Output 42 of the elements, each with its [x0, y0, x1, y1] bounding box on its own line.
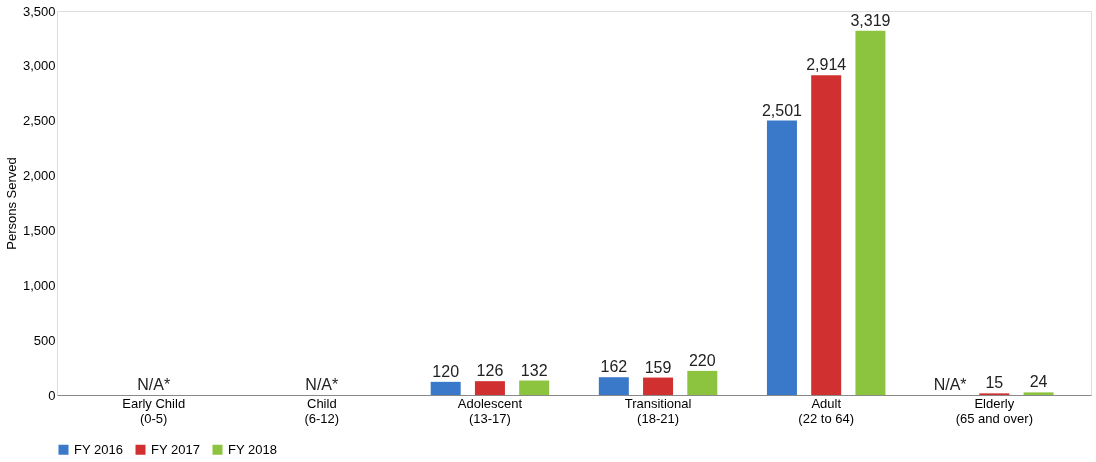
bar: [643, 377, 674, 395]
bar: [519, 380, 550, 395]
bar: [766, 120, 797, 395]
y-tick-label: 500: [33, 332, 56, 348]
y-tick-label: 2,000: [22, 168, 56, 184]
text: N/A*: [933, 376, 967, 393]
data-label: 24: [1029, 373, 1048, 391]
x-tick-label: Adolescent (13-17): [457, 395, 523, 426]
data-label: 132: [520, 361, 548, 379]
text: N/A*: [305, 376, 339, 393]
bar: [474, 381, 505, 395]
x-tick-label: Child (6-12): [304, 395, 340, 426]
data-label: 159: [644, 358, 672, 376]
bar: [855, 30, 886, 395]
bar: [687, 370, 718, 395]
legend-label: FY 2016: [74, 441, 123, 457]
y-tick-label: 3,000: [22, 58, 56, 74]
text: N/A*: [137, 376, 171, 393]
data-label: 126: [476, 362, 504, 380]
legend-label: FY 2017: [151, 441, 200, 457]
bar: [811, 75, 842, 395]
data-label: 220: [688, 351, 716, 369]
y-tick-label: 0: [48, 387, 56, 403]
bar: [598, 377, 629, 395]
data-label: 15: [985, 374, 1004, 392]
x-tick-label: Elderly (65 and over): [955, 395, 1033, 426]
y-tick-label: 1,500: [22, 222, 56, 238]
data-label: 2,914: [806, 56, 847, 74]
data-label: 2,501: [761, 101, 803, 119]
x-tick-label: Adult (22 to 64): [798, 395, 855, 426]
x-tick-label: Early Child (0-5): [122, 395, 186, 426]
y-axis-title: Persons Served: [3, 157, 19, 250]
data-label: 162: [600, 358, 628, 376]
legend-label: FY 2018: [228, 441, 277, 457]
y-tick-label: 1,000: [22, 277, 56, 293]
y-tick-label: 3,500: [22, 3, 56, 19]
bar: [430, 381, 461, 395]
data-label: 120: [432, 362, 460, 380]
bar: [1023, 392, 1054, 395]
data-label: 3,319: [850, 11, 891, 29]
x-tick-label: Transitional (18-21): [624, 395, 692, 426]
y-tick-label: 2,500: [22, 113, 56, 129]
